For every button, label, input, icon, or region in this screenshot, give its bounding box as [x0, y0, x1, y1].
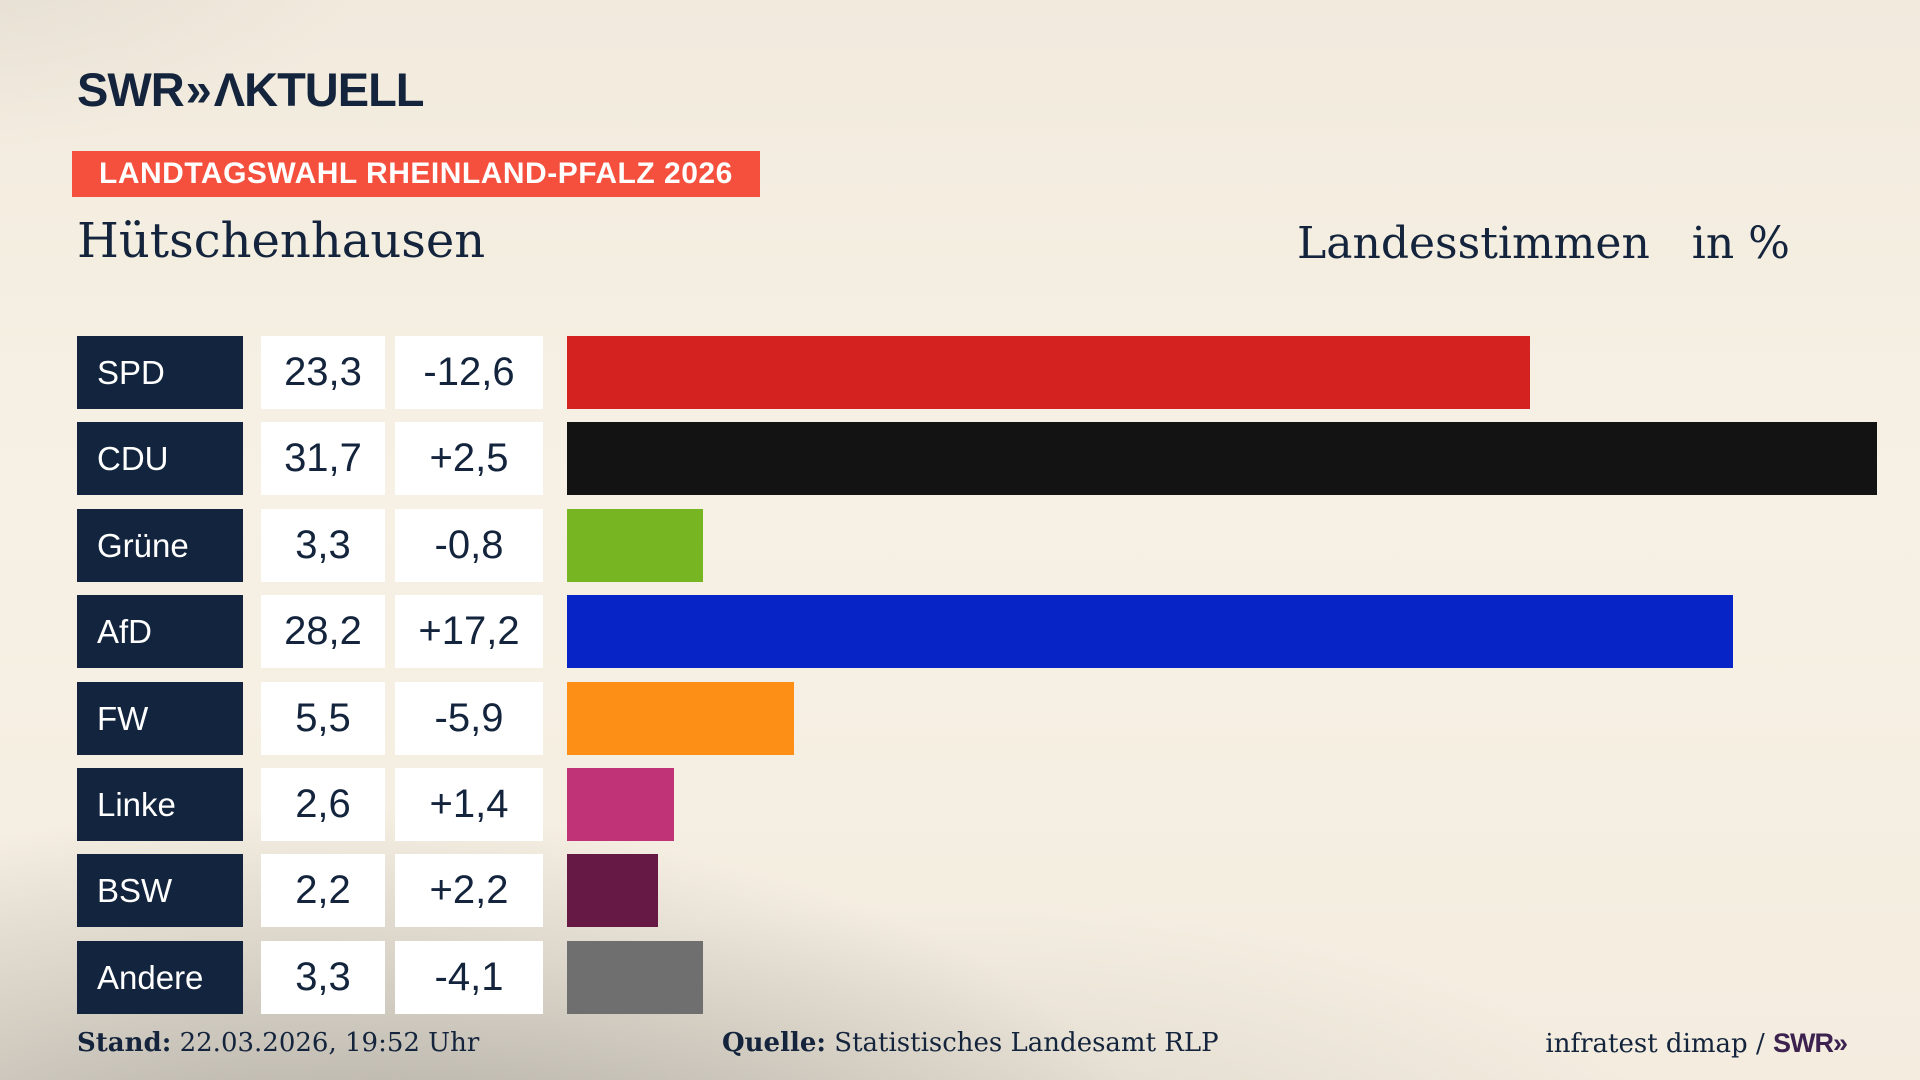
chart-row: Andere 3,3 -4,1 [0, 941, 1920, 1014]
source-note: Quelle: Statistisches Landesamt RLP [722, 1028, 1219, 1058]
party-value: 3,3 [261, 509, 385, 582]
party-label: Andere [77, 941, 243, 1014]
swr-aktuell-logo: SWR» ΛKTUELL [77, 62, 425, 117]
party-change: -0,8 [395, 509, 543, 582]
party-label: FW [77, 682, 243, 755]
stand-label: Stand: [77, 1028, 172, 1058]
result-bar [567, 422, 1877, 495]
swr-logo-small: SWR» [1772, 1028, 1848, 1058]
result-bar [567, 854, 658, 927]
result-bar [567, 595, 1733, 668]
municipality-title: Hütschenhausen [77, 213, 486, 269]
party-change: -5,9 [395, 682, 543, 755]
party-change: +17,2 [395, 595, 543, 668]
party-label: Linke [77, 768, 243, 841]
party-change: +2,5 [395, 422, 543, 495]
party-value: 2,6 [261, 768, 385, 841]
vote-type-label: Landesstimmen [1297, 218, 1650, 269]
double-chevron-icon: » [185, 63, 212, 116]
party-change: -4,1 [395, 941, 543, 1014]
party-value: 5,5 [261, 682, 385, 755]
result-bar [567, 336, 1530, 409]
party-label: AfD [77, 595, 243, 668]
chart-row: BSW 2,2 +2,2 [0, 854, 1920, 927]
chart-row: AfD 28,2 +17,2 [0, 595, 1920, 668]
stand-value: 22.03.2026, 19:52 Uhr [171, 1028, 480, 1058]
vote-type-header: Landesstimmen in % [1297, 218, 1790, 269]
source-value: Statistisches Landesamt RLP [826, 1028, 1219, 1058]
chart-row: Grüne 3,3 -0,8 [0, 509, 1920, 582]
party-value: 23,3 [261, 336, 385, 409]
party-label: Grüne [77, 509, 243, 582]
chart-row: Linke 2,6 +1,4 [0, 768, 1920, 841]
party-label: CDU [77, 422, 243, 495]
chart-row: SPD 23,3 -12,6 [0, 336, 1920, 409]
credit-note: infratest dimap / SWR» [1545, 1028, 1848, 1059]
election-banner: LANDTAGSWAHL RHEINLAND-PFALZ 2026 [72, 151, 760, 197]
result-bar [567, 682, 794, 755]
party-label: SPD [77, 336, 243, 409]
stand-timestamp: Stand: 22.03.2026, 19:52 Uhr [77, 1028, 479, 1058]
party-label: BSW [77, 854, 243, 927]
party-change: +2,2 [395, 854, 543, 927]
party-value: 2,2 [261, 854, 385, 927]
logo-swr-text: SWR [77, 63, 185, 116]
unit-label: in % [1691, 218, 1790, 269]
result-bar [567, 509, 703, 582]
result-bar [567, 768, 674, 841]
chart-rows: SPD 23,3 -12,6 CDU 31,7 +2,5 Grüne 3,3 -0,8 AfD 28… [0, 336, 1920, 1026]
logo-aktuell-text: ΛKTUELL [213, 63, 425, 116]
party-value: 28,2 [261, 595, 385, 668]
chart-row: CDU 31,7 +2,5 [0, 422, 1920, 495]
source-label: Quelle: [722, 1028, 826, 1058]
result-bar [567, 941, 703, 1014]
party-change: -12,6 [395, 336, 543, 409]
credit-text: infratest dimap / [1545, 1029, 1773, 1059]
chart-row: FW 5,5 -5,9 [0, 682, 1920, 755]
party-value: 31,7 [261, 422, 385, 495]
party-value: 3,3 [261, 941, 385, 1014]
party-change: +1,4 [395, 768, 543, 841]
footer: Stand: 22.03.2026, 19:52 Uhr Quelle: Sta… [0, 1028, 1920, 1068]
